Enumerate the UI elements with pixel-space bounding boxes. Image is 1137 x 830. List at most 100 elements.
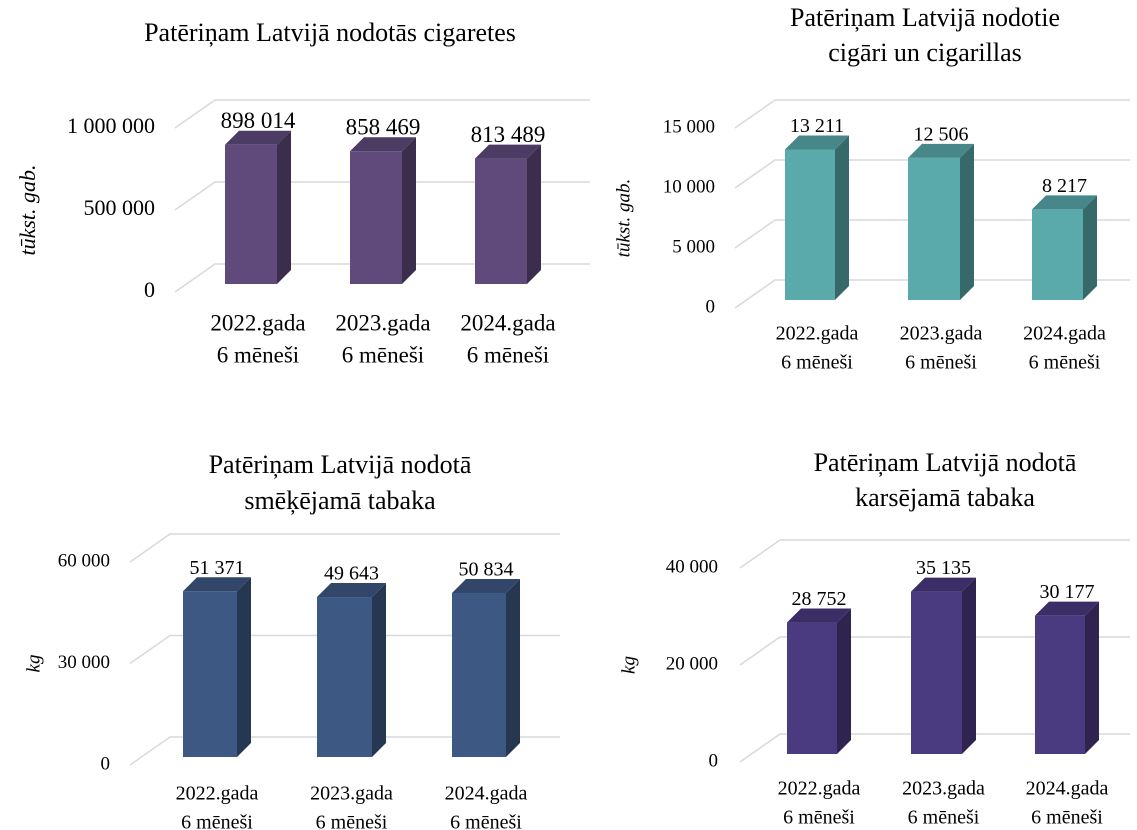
bar (475, 158, 527, 284)
y-axis-label: kg (23, 655, 44, 673)
bar-top (350, 137, 416, 152)
x-tick-label: 6 mēneši (783, 807, 855, 829)
bar-side (506, 579, 520, 757)
bar (908, 157, 960, 300)
grid-line (174, 181, 590, 211)
x-tick-label: 6 mēneši (217, 342, 299, 367)
data-label: 30 177 (1040, 581, 1095, 603)
bar-top (225, 130, 291, 145)
y-tick-label: 5 000 (672, 236, 715, 257)
bar-side (1085, 601, 1099, 754)
x-tick-label: 6 mēneši (467, 342, 549, 367)
bar-top (785, 135, 849, 150)
x-tick-label: 6 mēneši (1029, 352, 1101, 374)
chart-title: Patēriņam Latvijā nodotās cigaretes (144, 18, 516, 47)
y-tick-label: 10 000 (663, 176, 715, 197)
y-axis-label: tūkst. gab. (613, 179, 634, 258)
y-tick-label: 0 (709, 750, 719, 771)
y-axis-label: tūkst. gab. (15, 164, 40, 255)
x-tick-label: 6 mēneši (342, 342, 424, 367)
x-tick-label: 2024.gada (445, 783, 528, 805)
bar-side (372, 583, 386, 757)
grid-line (734, 99, 1130, 129)
chart-title: smēķējamā tabaka (244, 486, 436, 515)
y-tick-label: 0 (101, 753, 111, 774)
bar (317, 597, 372, 757)
x-tick-label: 6 mēneši (316, 812, 388, 830)
bar-top (183, 577, 251, 592)
chart-title: cigāri un cigarillas (828, 38, 1021, 67)
grid-line (739, 539, 1130, 569)
bar-side (237, 577, 251, 757)
chart-title: Patēriņam Latvijā nodotā (209, 450, 472, 479)
bar (452, 593, 506, 757)
grid-line (129, 533, 560, 563)
data-label: 50 834 (459, 559, 514, 581)
bar (183, 591, 237, 757)
bar-top (787, 608, 851, 623)
x-tick-label: 2024.gada (460, 310, 555, 335)
grid-line (174, 263, 590, 293)
y-tick-label: 500 000 (84, 195, 156, 220)
grid-line (739, 636, 1130, 666)
y-tick-label: 30 000 (58, 652, 110, 673)
x-tick-label: 2023.gada (900, 323, 983, 345)
bar-top (452, 579, 520, 594)
y-tick-label: 40 000 (666, 556, 718, 577)
bar-side (402, 137, 416, 284)
x-tick-label: 6 mēneši (181, 812, 253, 830)
data-label: 858 469 (346, 114, 421, 139)
data-label: 51 371 (190, 557, 245, 579)
x-tick-label: 2023.gada (335, 310, 430, 335)
bar (1035, 615, 1085, 754)
y-axis-label: kg (618, 656, 639, 674)
bar-side (1083, 195, 1097, 300)
bar-top (317, 583, 386, 598)
y-tick-label: 1 000 000 (67, 113, 155, 138)
bar-side (837, 608, 851, 754)
data-label: 8 217 (1042, 175, 1087, 197)
x-tick-label: 2022.gada (210, 310, 305, 335)
bar-top (908, 143, 974, 158)
bar (350, 151, 402, 284)
x-tick-label: 2022.gada (776, 323, 859, 345)
data-label: 12 506 (914, 124, 969, 146)
bar (785, 149, 835, 300)
data-label: 13 211 (790, 115, 844, 137)
data-label: 49 643 (324, 563, 379, 585)
y-tick-label: 0 (706, 296, 716, 317)
bar (1032, 209, 1083, 300)
bar (225, 144, 277, 284)
y-tick-label: 60 000 (58, 550, 110, 571)
bar-side (277, 130, 291, 284)
x-tick-label: 6 mēneši (908, 807, 980, 829)
data-label: 35 135 (916, 557, 971, 579)
bar-top (1032, 195, 1097, 210)
x-tick-label: 2024.gada (1026, 778, 1109, 800)
bar (911, 591, 962, 754)
bar-side (527, 144, 541, 284)
grid-line (129, 634, 560, 665)
bar-side (835, 135, 849, 300)
bar-side (960, 143, 974, 300)
bar (787, 622, 837, 754)
x-tick-label: 6 mēneši (905, 352, 977, 374)
x-tick-label: 2024.gada (1023, 323, 1106, 345)
x-tick-label: 2022.gada (778, 778, 861, 800)
chart-title: karsējamā tabaka (855, 483, 1035, 512)
data-label: 813 489 (471, 122, 546, 147)
y-tick-label: 20 000 (666, 653, 718, 674)
x-tick-label: 2022.gada (176, 783, 259, 805)
y-tick-label: 15 000 (663, 116, 715, 137)
y-tick-label: 0 (144, 277, 155, 302)
grid-line (734, 159, 1130, 189)
x-tick-label: 6 mēneši (450, 812, 522, 830)
bar-top (911, 577, 976, 592)
chart-title: Patēriņam Latvijā nodotā (814, 448, 1077, 477)
x-tick-label: 2023.gada (310, 783, 393, 805)
x-tick-label: 2023.gada (902, 778, 985, 800)
bar-top (1035, 601, 1099, 616)
bar-side (962, 577, 976, 754)
data-label: 898 014 (221, 108, 296, 133)
